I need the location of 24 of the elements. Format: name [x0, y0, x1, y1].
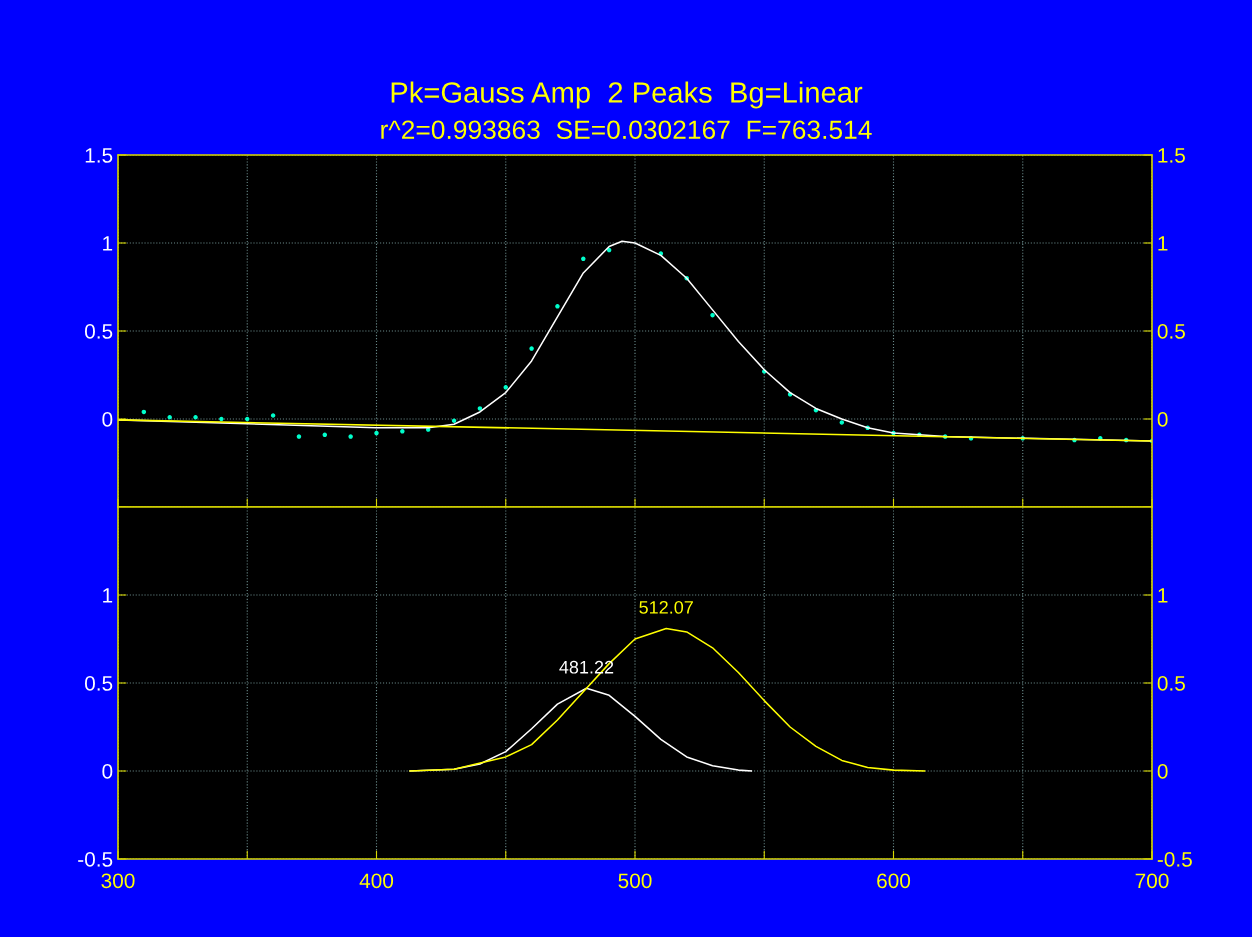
x-tick-label: 500 — [618, 873, 652, 889]
y-tick-label: 0.5 — [84, 676, 113, 691]
y-tick-label: 1.5 — [85, 148, 113, 163]
y2-tick-label: 1.5 — [1158, 148, 1185, 163]
x-tick-label: 700 — [1135, 873, 1169, 889]
y-tick-label: 1 — [103, 588, 113, 603]
x-tick-label: 400 — [359, 873, 394, 889]
y-tick-label: 0.5 — [84, 324, 113, 339]
y-tick-label: 0 — [102, 764, 113, 779]
chart-title: Pk=Gauss Amp 2 Peaks Bg=Linear — [391, 81, 863, 109]
x-tick-label: 600 — [877, 873, 911, 889]
y2-tick-label: 1 — [1158, 588, 1168, 603]
y-tick-label: 1 — [103, 236, 113, 251]
y-tick-label: -0.5 — [78, 852, 113, 867]
y-tick-label: 0 — [102, 412, 113, 427]
chart-subtitle: r^2=0.993863 SE=0.0302167 F=763.514 — [381, 120, 872, 140]
y2-tick-label: 0.5 — [1157, 676, 1185, 691]
y2-tick-label: 0.5 — [1157, 324, 1185, 339]
y2-tick-label: 0 — [1157, 764, 1168, 779]
y2-tick-label: 0 — [1157, 412, 1168, 427]
y2-tick-label: -0.5 — [1157, 852, 1192, 867]
y2-tick-label: 1 — [1158, 236, 1168, 251]
annotation: 512.07 — [639, 600, 693, 614]
x-tick-label: 300 — [101, 873, 135, 889]
